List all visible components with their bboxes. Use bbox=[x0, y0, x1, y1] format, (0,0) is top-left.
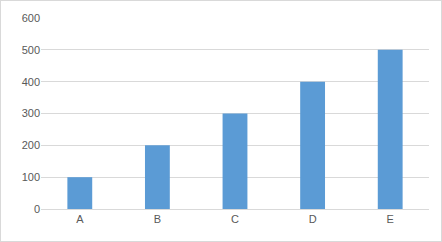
svg-text:C: C bbox=[231, 213, 239, 225]
svg-text:0: 0 bbox=[34, 203, 40, 215]
svg-text:200: 200 bbox=[22, 139, 40, 151]
svg-text:500: 500 bbox=[22, 44, 40, 56]
svg-text:D: D bbox=[309, 213, 317, 225]
svg-text:300: 300 bbox=[22, 107, 40, 119]
svg-text:400: 400 bbox=[22, 76, 40, 88]
svg-text:600: 600 bbox=[22, 12, 40, 24]
svg-text:100: 100 bbox=[22, 171, 40, 183]
svg-text:A: A bbox=[76, 213, 84, 225]
svg-text:B: B bbox=[154, 213, 161, 225]
svg-text:E: E bbox=[387, 213, 394, 225]
